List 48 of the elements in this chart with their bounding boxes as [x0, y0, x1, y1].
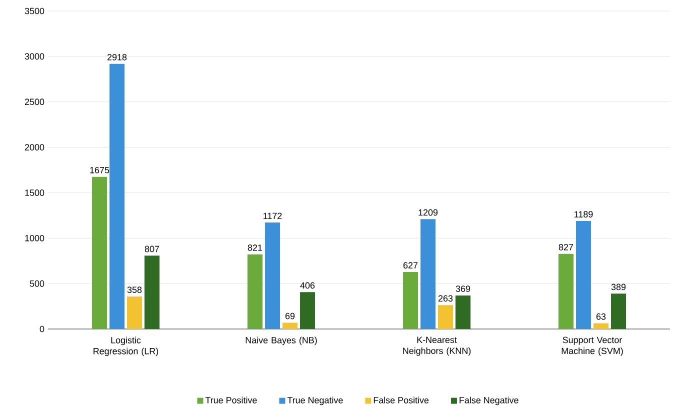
bar — [127, 296, 142, 329]
bar — [92, 176, 107, 329]
y-tick-label: 500 — [30, 280, 44, 287]
y-tick-label: 1000 — [25, 234, 44, 242]
bar — [403, 272, 418, 329]
bar — [576, 220, 592, 329]
x-tick-label: Logistic Regression (LR) — [94, 336, 158, 356]
data-label: 627 — [403, 262, 418, 269]
bar — [265, 222, 280, 329]
data-label: 1172 — [264, 212, 282, 219]
bar — [144, 256, 160, 329]
x-tick-label: K-Nearest Neighbors (KNN) — [403, 336, 471, 356]
x-tick-label: Support Vector Machine (SVM) — [562, 336, 623, 356]
data-label: 1675 — [90, 166, 110, 174]
legend-label: True Negative — [287, 396, 343, 406]
bar — [420, 219, 436, 329]
legend-label: False Positive — [374, 396, 429, 404]
bar — [594, 323, 609, 329]
data-label: 1209 — [418, 209, 438, 216]
data-label: 389 — [611, 284, 626, 290]
y-tick-label: 3500 — [24, 8, 44, 14]
legend-label: True Positive — [205, 396, 257, 404]
data-label: 69 — [285, 312, 295, 320]
y-tick-label: 0 — [40, 326, 44, 332]
bar — [248, 254, 262, 329]
x-tick-label: Naive Bayes (NB) — [246, 336, 317, 346]
y-tick-label: 2000 — [24, 144, 44, 150]
data-label: 827 — [558, 244, 574, 250]
bar — [300, 292, 315, 329]
legend-label: False Negative — [460, 396, 518, 406]
data-label: 807 — [144, 246, 160, 252]
bar — [558, 254, 574, 329]
data-label: 2918 — [107, 54, 127, 60]
y-tick-label: 2500 — [24, 98, 44, 106]
data-label: 369 — [456, 286, 470, 292]
data-label: 358 — [127, 286, 142, 293]
bar — [456, 295, 471, 329]
data-label: 821 — [248, 244, 262, 251]
data-label: 406 — [300, 282, 315, 289]
bar — [438, 305, 454, 329]
bar — [110, 64, 124, 329]
data-label: 63 — [596, 313, 606, 320]
bar — [611, 294, 626, 329]
data-label: 263 — [438, 295, 453, 302]
bar — [282, 322, 298, 329]
y-tick-label: 3000 — [24, 53, 44, 60]
y-tick-label: 1500 — [25, 190, 44, 196]
data-label: 1189 — [574, 211, 593, 218]
